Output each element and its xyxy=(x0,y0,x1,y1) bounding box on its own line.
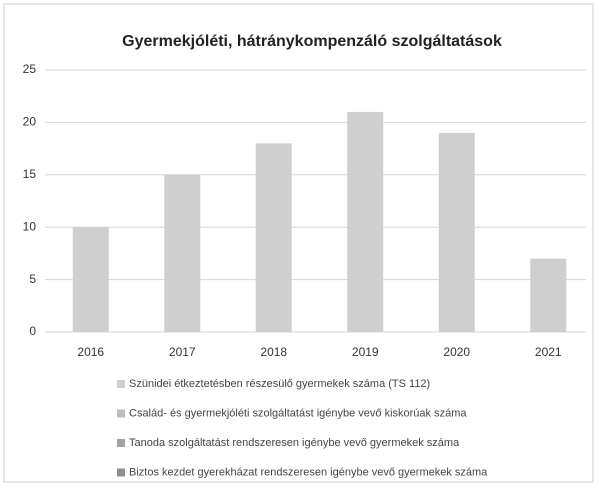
bar xyxy=(164,174,201,332)
y-tick-label: 25 xyxy=(23,62,37,76)
legend-label: Biztos kezdet gyerekházat rendszeresen i… xyxy=(129,466,488,478)
legend-label: Szünidei étkeztetésben részesülő gyermek… xyxy=(129,378,430,390)
legend-swatch xyxy=(117,380,125,388)
x-tick-label: 2018 xyxy=(260,345,287,359)
y-tick-label: 10 xyxy=(23,219,37,233)
x-tick-label: 2021 xyxy=(535,345,562,359)
x-tick-label: 2019 xyxy=(352,345,379,359)
legend-label: Tanoda szolgáltatást rendszeresen igényb… xyxy=(129,437,460,449)
bar xyxy=(438,132,475,332)
bar xyxy=(530,258,567,332)
chart-title: Gyermekjóléti, hátránykompenzáló szolgál… xyxy=(122,33,502,50)
y-tick-label: 0 xyxy=(29,324,36,338)
bar xyxy=(72,227,109,332)
y-tick-label: 15 xyxy=(23,167,37,181)
legend-label: Család- és gyermekjóléti szolgáltatást i… xyxy=(129,407,467,419)
x-tick-label: 2017 xyxy=(169,345,196,359)
legend-swatch xyxy=(117,468,125,477)
bar xyxy=(347,111,384,332)
y-tick-label: 20 xyxy=(23,115,37,129)
legend-swatch xyxy=(117,409,125,418)
y-tick-label: 5 xyxy=(29,272,36,286)
legend-swatch xyxy=(117,439,125,447)
x-tick-label: 2020 xyxy=(443,345,470,359)
x-tick-label: 2016 xyxy=(77,345,104,359)
bar xyxy=(255,143,292,332)
